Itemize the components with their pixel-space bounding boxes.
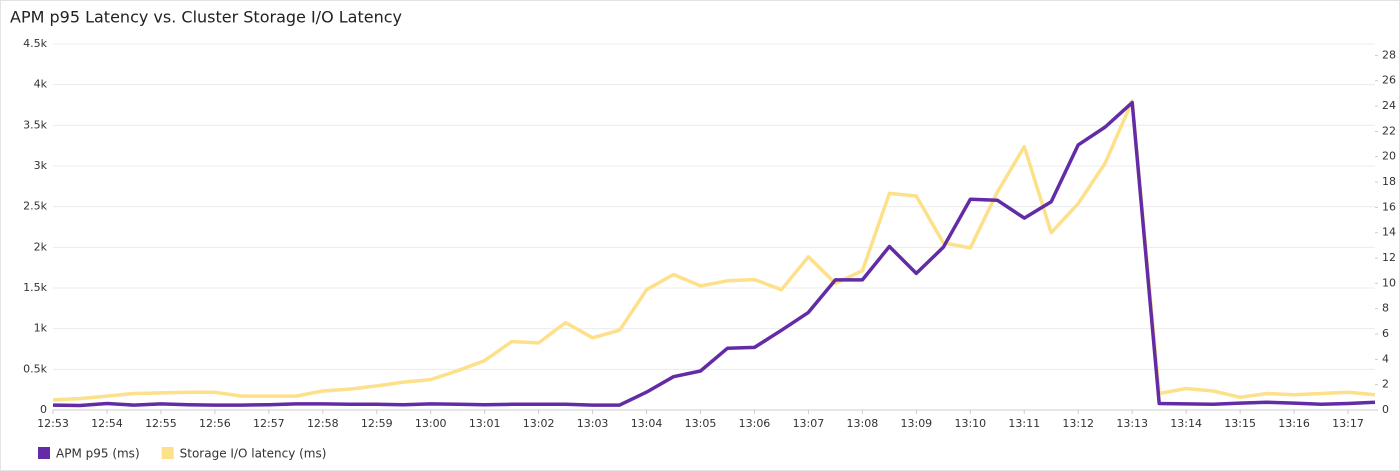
y-tick-label: 3.5k [23, 118, 47, 131]
y2-tick-label: 18 [1382, 175, 1396, 188]
y2-tick-label: 28 [1382, 48, 1396, 61]
x-tick-label: 12:57 [253, 417, 285, 430]
x-tick-label: 13:02 [523, 417, 555, 430]
x-tick-label: 12:58 [307, 417, 339, 430]
y2-tick-label: 6 [1382, 327, 1389, 340]
legend-label: APM p95 (ms) [56, 447, 140, 461]
x-tick-label: 13:05 [685, 417, 717, 430]
y-tick-label: 2.5k [23, 200, 47, 213]
x-tick-label: 13:06 [739, 417, 771, 430]
x-tick-label: 13:13 [1116, 417, 1148, 430]
y-tick-label: 1k [34, 322, 48, 335]
y-tick-label: 2k [34, 240, 48, 253]
x-tick-label: 13:14 [1170, 417, 1202, 430]
y-tick-label: 0 [40, 403, 47, 416]
y2-tick-label: 4 [1382, 352, 1389, 365]
x-tick-label: 13:04 [631, 417, 663, 430]
y2-tick-label: 22 [1382, 124, 1396, 137]
y2-tick-label: 10 [1382, 276, 1396, 289]
y-tick-label: 3k [34, 159, 48, 172]
x-tick-label: 12:56 [199, 417, 231, 430]
chart-title: APM p95 Latency vs. Cluster Storage I/O … [10, 8, 402, 27]
y2-tick-label: 14 [1382, 226, 1396, 239]
y-tick-label: 4.5k [23, 37, 47, 50]
x-tick-label: 13:10 [954, 417, 986, 430]
x-tick-label: 13:16 [1278, 417, 1310, 430]
x-tick-label: 12:55 [145, 417, 177, 430]
legend-swatch [38, 447, 50, 459]
y2-tick-label: 16 [1382, 200, 1396, 213]
y2-tick-label: 8 [1382, 302, 1389, 315]
x-tick-label: 12:59 [361, 417, 393, 430]
x-tick-label: 13:15 [1224, 417, 1256, 430]
x-tick-label: 13:12 [1062, 417, 1094, 430]
y2-tick-label: 20 [1382, 150, 1396, 163]
x-tick-label: 13:01 [469, 417, 501, 430]
series-line [52, 100, 1376, 408]
x-tick-label: 13:07 [793, 417, 825, 430]
x-tick-label: 12:54 [91, 417, 123, 430]
y-tick-label: 4k [34, 78, 48, 91]
y2-tick-label: 2 [1382, 378, 1389, 391]
y2-tick-label: 0 [1382, 403, 1389, 416]
y2-tick-label: 12 [1382, 251, 1396, 264]
y-tick-label: 0.5k [23, 362, 47, 375]
x-tick-label: 13:17 [1332, 417, 1364, 430]
y-tick-label: 1.5k [23, 281, 47, 294]
x-tick-label: 13:00 [415, 417, 447, 430]
legend-label: Storage I/O latency (ms) [180, 447, 327, 461]
y2-tick-label: 26 [1382, 74, 1396, 87]
x-tick-label: 13:11 [1008, 417, 1040, 430]
legend-swatch [161, 447, 174, 459]
x-tick-label: 13:03 [577, 417, 609, 430]
x-tick-label: 12:53 [37, 417, 69, 430]
y2-tick-label: 24 [1382, 99, 1396, 112]
x-tick-label: 13:08 [847, 417, 879, 430]
x-tick-label: 13:09 [900, 417, 932, 430]
